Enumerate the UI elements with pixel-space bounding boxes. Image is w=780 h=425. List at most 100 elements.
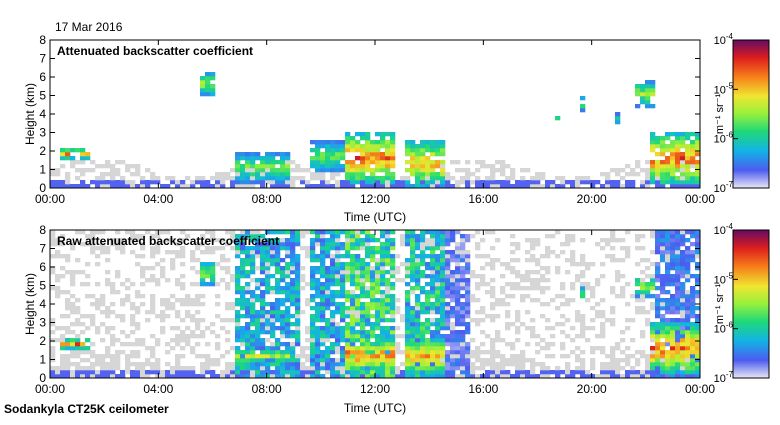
heatmap-cell [660,366,666,371]
heatmap-cell [635,84,641,89]
heatmap-cell [355,346,361,351]
heatmap-cell [510,266,516,271]
heatmap-cell [290,270,296,275]
heatmap-cell [535,286,541,291]
heatmap-cell [415,370,421,375]
heatmap-cell [480,306,486,311]
heatmap-cell [390,152,396,157]
heatmap-cell [130,250,136,255]
heatmap-cell [105,184,111,188]
heatmap-cell [690,290,696,295]
heatmap-cell [550,370,556,375]
heatmap-cell [50,168,56,173]
heatmap-cell [250,270,256,275]
heatmap-cell [390,266,396,271]
heatmap-cell [355,176,361,181]
heatmap-cell [160,258,166,263]
heatmap-cell [200,262,206,267]
heatmap-cell [375,156,381,161]
heatmap-cell [585,370,591,375]
heatmap-cell [195,242,201,247]
heatmap-cell [380,354,386,359]
heatmap-cell [240,298,246,303]
heatmap-cell [540,278,546,283]
heatmap-cell [640,370,646,375]
heatmap-cell [100,294,106,299]
heatmap-cell [570,374,576,378]
heatmap-cell [340,140,346,145]
heatmap-cell [580,350,586,355]
heatmap-cell [150,246,156,251]
heatmap-cell [165,176,171,181]
heatmap-cell [585,298,591,303]
heatmap-cell [305,366,311,371]
heatmap-cell [640,290,646,295]
heatmap-cell [530,246,536,251]
heatmap-cell [525,180,531,185]
heatmap-cell [410,164,416,169]
heatmap-cell [645,294,651,299]
heatmap-cell [325,168,331,173]
heatmap-cell [485,362,491,367]
heatmap-cell [385,238,391,243]
heatmap-cell [75,362,81,367]
heatmap-cell [500,354,506,359]
heatmap-cell [470,270,476,275]
heatmap-cell [245,310,251,315]
heatmap-cell [235,374,241,378]
heatmap-cell [135,362,141,367]
heatmap-cell [330,330,336,335]
heatmap-cell [675,152,681,157]
heatmap-cell [655,350,661,355]
heatmap-cell [465,294,471,299]
heatmap-cell [685,266,691,271]
heatmap-cell [365,270,371,275]
heatmap-cell [280,180,286,185]
colorbar-unit: m⁻¹ sr⁻¹ [714,94,726,135]
heatmap-cell [140,270,146,275]
heatmap-cell [325,250,331,255]
heatmap-cell [245,334,251,339]
heatmap-cell [695,314,700,319]
y-tick-label: 4 [39,297,46,311]
heatmap-cell [680,370,686,375]
heatmap-cell [325,318,331,323]
heatmap-cell [510,354,516,359]
heatmap-cell [655,362,661,367]
heatmap-cell [420,148,426,153]
heatmap-cell [440,366,446,371]
heatmap-cell [180,354,186,359]
heatmap-cell [620,238,626,243]
heatmap-cell [155,278,161,283]
heatmap-cell [435,172,441,177]
heatmap-cell [415,242,421,247]
heatmap-cell [605,176,611,181]
heatmap-cell [250,302,256,307]
heatmap-cell [530,176,536,181]
heatmap-cell [175,242,181,247]
heatmap-cell [650,176,656,181]
heatmap-cell [690,152,696,157]
heatmap-cell [235,366,241,371]
heatmap-cell [475,318,481,323]
heatmap-cell [660,326,666,331]
heatmap-cell [240,156,246,161]
heatmap-cell [650,80,656,85]
heatmap-cell [430,180,436,185]
heatmap-cell [420,370,426,375]
heatmap-cell [315,164,321,169]
heatmap-cell [265,168,271,173]
heatmap-cell [370,176,376,181]
heatmap-cell [50,172,56,177]
heatmap-cell [260,176,266,181]
heatmap-cell [115,366,121,371]
heatmap-cell [335,230,341,235]
heatmap-cell [580,370,586,375]
heatmap-cell [280,242,286,247]
heatmap-cell [605,374,611,378]
heatmap-cell [675,148,681,153]
heatmap-cell [60,342,66,347]
heatmap-cell [180,374,186,378]
heatmap-cell [190,184,196,188]
heatmap-cell [55,254,61,259]
